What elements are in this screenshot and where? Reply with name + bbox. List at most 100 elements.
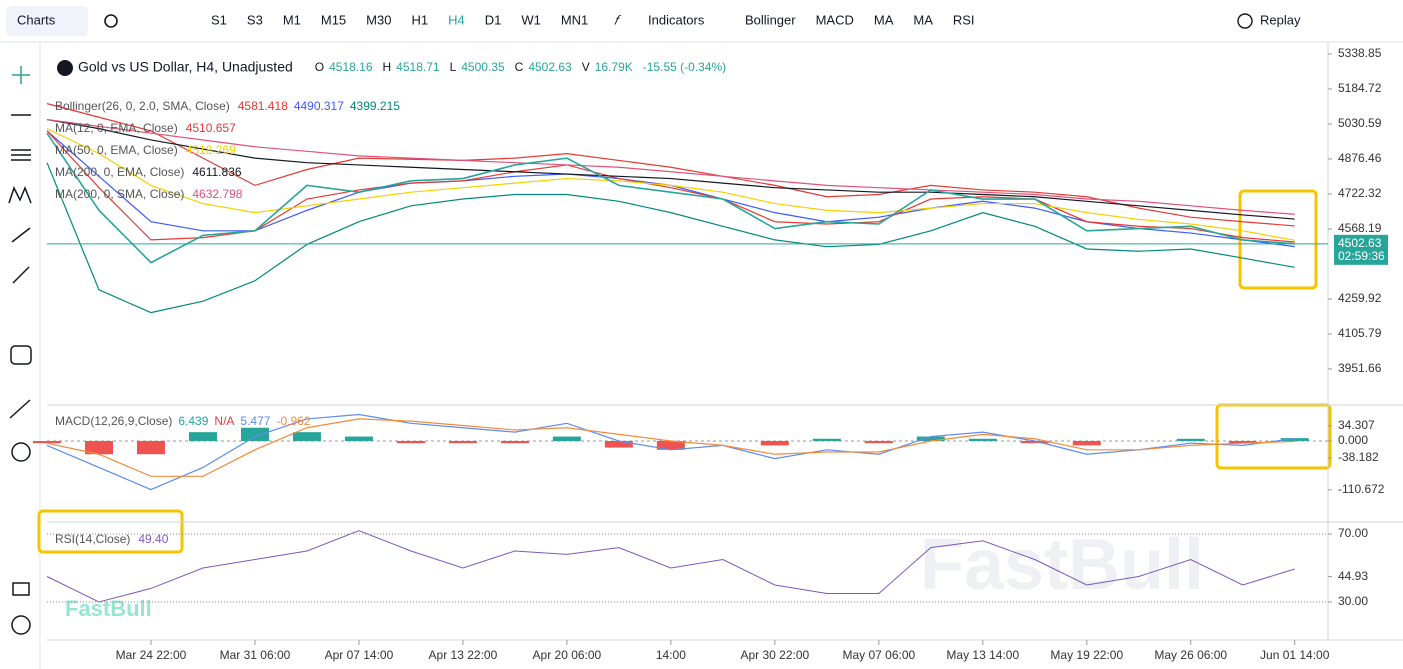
histogram-bar [500, 440, 529, 444]
histogram-bar [188, 432, 217, 441]
x-tick-label: Mar 31 06:00 [220, 648, 291, 662]
countdown: 02:59:36 [1338, 249, 1385, 263]
legend-name: MA(12, 0, EMA, Close) [55, 121, 178, 135]
interval-button[interactable]: S1 [211, 12, 227, 27]
ohlc-label: C [515, 60, 524, 74]
ohlc-value: 16.79K [595, 60, 633, 74]
y-tick-label: 4105.79 [1338, 326, 1382, 340]
x-tick-label: Jun 01 14:00 [1260, 648, 1330, 662]
y-tick-label: 4876.46 [1338, 151, 1382, 165]
macd-line [46, 418, 1295, 477]
y-tick-label: 30.00 [1338, 594, 1368, 608]
ohlc-label: O [315, 60, 324, 74]
histogram-bar [396, 440, 425, 444]
x-tick-label: 14:00 [656, 648, 686, 662]
highlight-box [37, 509, 184, 554]
ohlc-value: 4518.16 [329, 60, 373, 74]
histogram-bar [1072, 440, 1101, 446]
y-tick-label: 34.307 [1338, 418, 1375, 432]
macd-legend: -0.962 [276, 414, 310, 428]
x-tick-label: May 07 06:00 [842, 648, 915, 662]
study-button[interactable]: RSI [953, 12, 975, 27]
macd-line [46, 413, 1295, 491]
toolbar [0, 0, 1403, 42]
x-tick-label: May 26 06:00 [1154, 648, 1227, 662]
histogram-bar [84, 440, 113, 455]
x-tick-label: May 19 22:00 [1050, 648, 1123, 662]
x-tick-label: Apr 07 14:00 [325, 648, 394, 662]
rsi-value: 49.40 [138, 532, 168, 546]
ohlc-value: 4502.63 [528, 60, 572, 74]
interval-button[interactable]: H1 [411, 12, 428, 27]
y-tick-label: 70.00 [1338, 526, 1368, 540]
y-tick-label: -38.182 [1338, 450, 1379, 464]
y-tick-label: 3951.66 [1338, 361, 1382, 375]
sidebar-tools[interactable] [8, 66, 32, 635]
legend-name: MA(50, 0, EMA, Close) [55, 143, 178, 157]
histogram-bar [448, 440, 477, 444]
histogram-bar [760, 440, 789, 446]
bollinger-upper [46, 103, 1295, 227]
histogram-bar [1176, 438, 1205, 441]
replay-button[interactable]: Replay [1260, 12, 1301, 27]
interval-button[interactable]: S3 [247, 12, 263, 27]
y-tick-label: 4722.32 [1338, 186, 1382, 200]
interval-button[interactable]: M1 [283, 12, 301, 27]
y-tick-label: 4568.19 [1338, 221, 1382, 235]
ma-line [46, 128, 1295, 241]
histogram-bar [1020, 440, 1049, 444]
interval-button[interactable]: MN1 [561, 12, 588, 27]
macd-legend: 5.477 [240, 414, 270, 428]
interval-button[interactable]: D1 [485, 12, 502, 27]
histogram-bar [864, 440, 893, 444]
bollinger-value: 4581.418 [238, 99, 288, 113]
rsi-line [46, 530, 1295, 603]
study-button[interactable]: MA [874, 12, 894, 27]
y-tick-label: 5184.72 [1338, 81, 1382, 95]
indicators-label[interactable]: 𝑓 [614, 12, 621, 27]
x-tick-label: Apr 30 22:00 [740, 648, 809, 662]
search-icon[interactable] [104, 14, 118, 28]
indicators-button[interactable]: Indicators [648, 12, 705, 27]
legend-value: 4510.657 [186, 121, 236, 135]
histogram-bar [968, 438, 997, 441]
price-line [46, 132, 1295, 264]
interval-button[interactable]: M15 [321, 12, 346, 27]
interval-button[interactable]: H4 [448, 12, 465, 27]
interval-button[interactable]: W1 [521, 12, 541, 27]
ohlc-value: 4518.71 [396, 60, 440, 74]
x-tick-label: Apr 13 22:00 [429, 648, 498, 662]
ma-line [46, 118, 1295, 215]
ohlc-label: V [582, 60, 590, 74]
ma-line [46, 118, 1295, 220]
study-button[interactable]: Bollinger [745, 12, 796, 27]
bollinger-value: 4490.317 [294, 99, 344, 113]
x-tick-label: Mar 24 22:00 [116, 648, 187, 662]
histogram-bar [1228, 440, 1257, 444]
last-price-box [1334, 234, 1388, 265]
histogram-bar [916, 436, 945, 441]
histogram-bar [33, 440, 61, 444]
interval-button[interactable]: M30 [366, 12, 391, 27]
bollinger-legend: Bollinger(26, 0, 2.0, SMA, Close) [55, 99, 230, 113]
ohlc-label: L [450, 60, 457, 74]
histogram-bar [1280, 438, 1309, 441]
histogram-bar [604, 440, 633, 448]
ohlc-value: 4500.35 [461, 60, 505, 74]
bollinger-lower [46, 162, 1295, 314]
replay-icon[interactable] [1237, 13, 1253, 29]
chart-title: Gold vs US Dollar, H4, Unadjusted [78, 59, 293, 75]
study-button[interactable]: MA [913, 12, 933, 27]
y-tick-label: 44.93 [1338, 569, 1368, 583]
ohlc-label: H [383, 60, 392, 74]
legend-name: MA(200, 0, SMA, Close) [55, 187, 184, 201]
study-button[interactable]: MACD [816, 12, 854, 27]
y-tick-label: 5338.85 [1338, 46, 1382, 60]
histogram-bar [552, 436, 581, 441]
macd-legend: N/A [214, 414, 234, 428]
histogram-bar [812, 438, 841, 441]
x-tick-label: May 13 14:00 [946, 648, 1019, 662]
highlight-box [1238, 189, 1318, 290]
charts-button[interactable] [6, 6, 88, 36]
legend-value: 4518.269 [186, 143, 236, 157]
